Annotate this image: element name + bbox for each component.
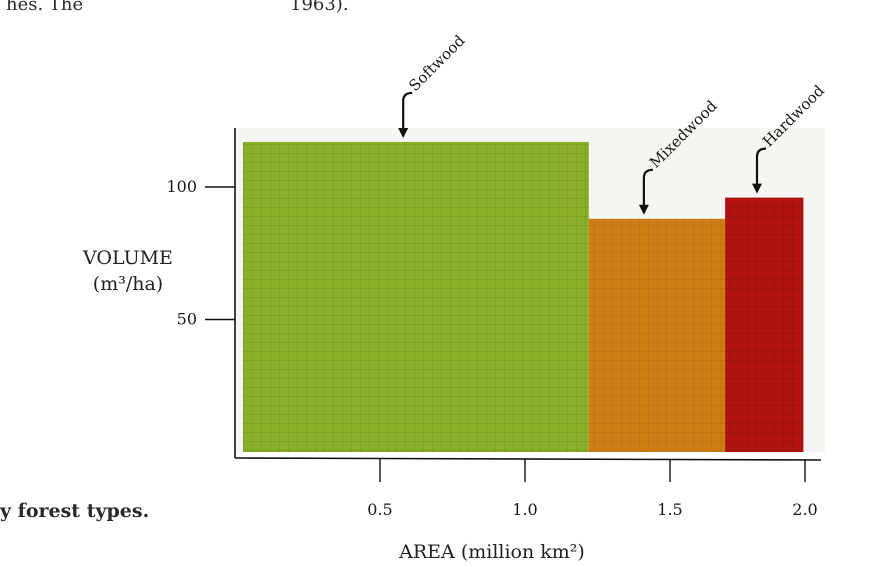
x-tick-label: 0.5 (367, 500, 392, 519)
annotation-arrowhead-mixedwood (638, 204, 649, 215)
figure-caption-fragment: y forest types. (0, 500, 150, 522)
annotation-arrowhead-softwood (398, 127, 409, 138)
x-tick-label: 1.5 (657, 500, 682, 519)
bars-layer (235, 128, 825, 452)
axes-layer (205, 128, 822, 482)
bar-hardwood (725, 197, 804, 452)
x-tick-label: 1.0 (512, 500, 537, 519)
annotation-arrowhead-hardwood (752, 183, 762, 194)
x-axis-line (234, 457, 822, 461)
bar-label-softwood: Softwood (405, 31, 468, 94)
x-axis-title: AREA (million km²) (398, 541, 585, 563)
y-tick-label: 100 (166, 177, 197, 196)
bar-mixedwood (588, 218, 726, 452)
x-tick-label: 2.0 (792, 500, 817, 519)
page-text-fragment-left: hes. The (6, 0, 84, 15)
annotations-layer (398, 91, 767, 215)
y-axis-title-line: (m³/ha) (93, 273, 163, 295)
annotation-arrow-softwood (402, 91, 413, 136)
y-tick-label: 50 (177, 310, 197, 329)
annotation-arrow-hardwood (755, 147, 767, 192)
bar-softwood (243, 141, 589, 452)
annotation-arrow-mixedwood (642, 168, 653, 213)
y-axis-title-line: VOLUME (82, 247, 173, 269)
page-text-fragment-top: 1963). (290, 0, 349, 15)
